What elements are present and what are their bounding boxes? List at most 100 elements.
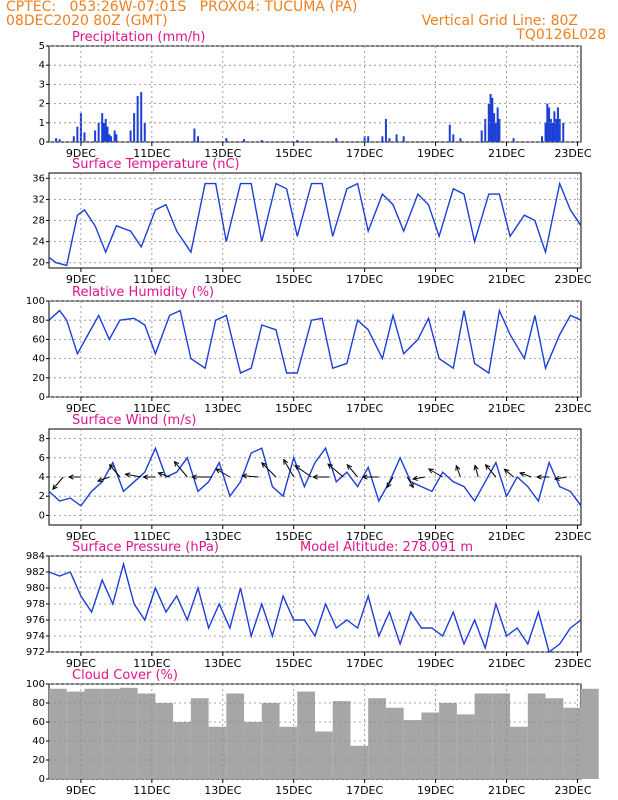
wind-vector-head xyxy=(52,484,58,491)
wind-vector-head xyxy=(361,474,368,480)
wind-vector-head xyxy=(427,468,434,474)
x-tick-label: 11DEC xyxy=(133,784,170,797)
bar xyxy=(381,136,384,142)
bar xyxy=(102,122,105,142)
bar xyxy=(489,94,492,142)
y-tick-label: 100 xyxy=(26,679,45,690)
y-tick-label: 0 xyxy=(39,137,45,148)
wind-vector-head xyxy=(190,474,197,480)
wind-vector xyxy=(261,462,277,478)
bar xyxy=(510,726,528,779)
y-tick-label: 20 xyxy=(32,258,45,269)
bar xyxy=(110,136,113,142)
wind-vector-head xyxy=(408,482,414,489)
y-tick-label: 1 xyxy=(39,118,45,129)
wind-vector-head xyxy=(312,474,318,480)
header-grid-info: Vertical Grid Line: 80Z xyxy=(421,13,578,29)
bar xyxy=(459,138,462,142)
x-tick-label: 21DEC xyxy=(488,147,525,160)
y-tick-label: 8 xyxy=(39,434,45,445)
bar xyxy=(548,107,551,142)
y-tick-label: 982 xyxy=(26,567,45,578)
y-tick-label: 2 xyxy=(39,491,45,502)
bar xyxy=(97,122,100,142)
wind-vector-head xyxy=(108,463,115,470)
bar xyxy=(384,118,387,142)
y-tick-label: 20 xyxy=(32,755,45,766)
x-tick-label: 19DEC xyxy=(417,530,454,543)
wind-vector xyxy=(455,465,461,478)
wind-vector-head xyxy=(346,463,353,470)
x-tick-label: 11DEC xyxy=(133,402,170,415)
y-tick-label: 80 xyxy=(32,698,45,709)
x-tick-label: 19DEC xyxy=(417,147,454,160)
bar xyxy=(208,726,227,779)
bar xyxy=(243,139,246,142)
wind-vector xyxy=(504,468,514,478)
bar xyxy=(402,136,405,142)
x-tick-label: 15DEC xyxy=(275,402,312,415)
bar xyxy=(544,122,547,142)
bar xyxy=(558,118,561,142)
x-tick-label: 11DEC xyxy=(133,530,170,543)
wind-vector-head xyxy=(411,475,419,481)
x-tick-label: 9DEC xyxy=(66,657,96,670)
wind-vector xyxy=(428,468,443,478)
bar xyxy=(101,113,104,142)
panel-1: 0 1 2 3 4 5 9DEC 11DEC 13DEC 15DEC 17DEC 19DEC 21DEC… xyxy=(39,30,592,160)
bar xyxy=(94,130,97,142)
bar xyxy=(474,693,493,779)
panel-4: 0 2 4 6 8 9DEC 11DEC 13DEC 15DEC 17DEC 19DEC 21DEC 2… xyxy=(39,413,592,543)
bar xyxy=(421,712,440,779)
x-tick-label: 21DEC xyxy=(488,402,525,415)
bar xyxy=(140,92,143,142)
wind-vector-head xyxy=(96,477,104,483)
wind-vector-head xyxy=(67,474,74,480)
x-tick-label: 23DEC xyxy=(554,784,591,797)
series-line xyxy=(48,308,582,375)
bar xyxy=(439,703,457,779)
wind-vector xyxy=(413,476,426,480)
x-tick-label: 15DEC xyxy=(275,530,312,543)
wind-vector xyxy=(346,464,358,478)
bar xyxy=(540,136,543,142)
bar xyxy=(496,107,499,142)
bar xyxy=(363,136,366,142)
x-tick-label: 13DEC xyxy=(204,402,241,415)
x-tick-label: 11DEC xyxy=(133,273,170,286)
y-tick-label: 0 xyxy=(39,774,45,785)
wind-vector-head xyxy=(215,468,222,474)
wind-vector-head xyxy=(157,471,164,477)
wind-vector-head xyxy=(327,463,334,469)
wind-vector-head xyxy=(124,472,131,478)
bar xyxy=(226,693,245,779)
series-line xyxy=(48,181,582,267)
bar xyxy=(527,693,546,779)
x-tick-label: 13DEC xyxy=(204,530,241,543)
y-tick-label: 974 xyxy=(26,631,45,642)
wind-vector xyxy=(386,476,394,488)
x-tick-label: 15DEC xyxy=(275,147,312,160)
wind-vector-head xyxy=(484,463,491,470)
y-tick-label: 5 xyxy=(39,41,45,52)
bar xyxy=(106,126,109,142)
panel-title: Relative Humidity (%) xyxy=(72,285,214,300)
y-tick-label: 24 xyxy=(32,237,45,248)
y-tick-label: 36 xyxy=(32,173,45,184)
bar xyxy=(225,138,228,142)
bar xyxy=(49,688,67,779)
y-tick-label: 60 xyxy=(32,334,45,345)
bar xyxy=(456,714,475,779)
panel-6: 0 20 40 60 80 100 9DEC 11DEC 13DEC 15DEC 17DEC 19DE… xyxy=(26,668,599,797)
y-tick-label: 972 xyxy=(26,647,45,658)
wind-vector-head xyxy=(473,464,479,471)
bar xyxy=(493,113,496,142)
x-tick-label: 17DEC xyxy=(346,273,383,286)
x-tick-label: 13DEC xyxy=(204,273,241,286)
x-tick-label: 17DEC xyxy=(346,530,383,543)
y-tick-label: 2 xyxy=(39,99,45,110)
wind-vector-head xyxy=(503,468,510,475)
bar xyxy=(368,698,386,779)
x-tick-label: 21DEC xyxy=(488,784,525,797)
x-tick-label: 19DEC xyxy=(417,657,454,670)
